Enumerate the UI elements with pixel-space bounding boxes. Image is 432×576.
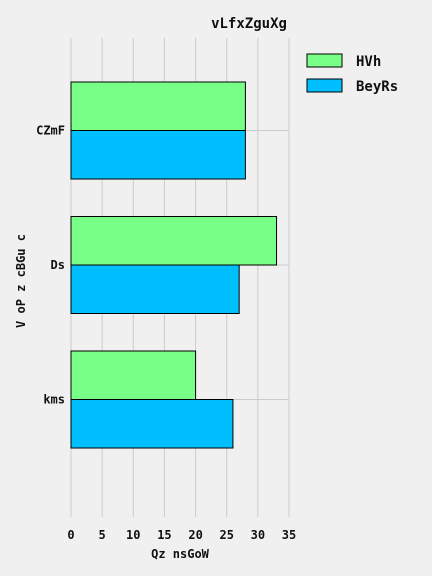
- x-tick-label: 30: [251, 528, 265, 542]
- x-tick-label: 25: [219, 528, 233, 542]
- legend-label-HVh: HVh: [356, 54, 381, 70]
- legend: HVh BeyRs: [307, 54, 398, 95]
- legend-swatch-HVh: [307, 54, 342, 67]
- x-axis-label: Qz nsGoW: [151, 547, 210, 561]
- bars: [71, 82, 277, 448]
- y-tick-label: Ds: [51, 258, 65, 272]
- bar-HVh-Ds: [71, 217, 277, 266]
- y-axis-label: V oP z cBGu c: [14, 234, 28, 328]
- bar-HVh-CZmF: [71, 82, 245, 131]
- x-tick-label: 20: [188, 528, 202, 542]
- x-tick-label: 0: [67, 528, 74, 542]
- x-tick-label: 10: [126, 528, 140, 542]
- bar-BeyRs-kms: [71, 400, 233, 449]
- x-tick-labels: 0 5 10 15 20 25 30 35: [67, 528, 296, 542]
- y-tick-label: kms: [43, 393, 65, 407]
- y-tick-label: CZmF: [36, 124, 65, 138]
- y-tick-labels: CZmF Ds kms: [36, 124, 65, 407]
- x-tick-label: 35: [282, 528, 296, 542]
- bar-BeyRs-Ds: [71, 265, 239, 314]
- x-tick-label: 15: [157, 528, 171, 542]
- x-tick-label: 5: [99, 528, 106, 542]
- legend-swatch-BeyRs: [307, 79, 342, 92]
- bar-HVh-kms: [71, 351, 196, 400]
- chart-title: vLfxZguXg: [211, 16, 287, 32]
- bar-BeyRs-CZmF: [71, 131, 245, 180]
- legend-label-BeyRs: BeyRs: [356, 79, 398, 95]
